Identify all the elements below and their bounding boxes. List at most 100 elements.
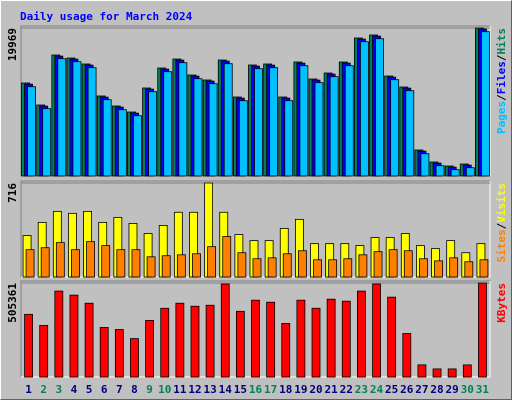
bar xyxy=(297,250,307,278)
x-tick-label: 18 xyxy=(279,383,292,396)
bar xyxy=(329,76,339,177)
x-tick-label: 20 xyxy=(309,383,322,396)
bar xyxy=(55,242,65,278)
chart-title: Daily usage for March 2024 xyxy=(20,10,193,23)
x-tick-label: 16 xyxy=(249,383,263,396)
legend: Sites/Visits xyxy=(495,183,508,263)
x-tick-label: 11 xyxy=(173,383,187,396)
bar xyxy=(176,254,186,278)
bar xyxy=(481,31,490,177)
x-tick-label: 21 xyxy=(325,383,339,396)
bar xyxy=(39,325,49,378)
y-tick-label: 716 xyxy=(6,183,19,203)
bar xyxy=(72,61,82,177)
bar xyxy=(328,259,338,278)
x-tick-label: 5 xyxy=(86,383,93,396)
bar xyxy=(208,83,218,177)
bar xyxy=(54,290,64,378)
bar xyxy=(282,253,292,278)
legend-entry: KBytes xyxy=(495,283,508,323)
bar xyxy=(223,63,233,177)
bar xyxy=(343,258,353,278)
x-tick-label: 9 xyxy=(146,383,153,396)
bar xyxy=(434,260,443,278)
x-tick-label: 25 xyxy=(385,383,398,396)
x-tick-label: 7 xyxy=(116,383,123,396)
bar xyxy=(220,283,230,378)
bar xyxy=(357,290,366,378)
bar xyxy=(251,299,260,378)
bar xyxy=(465,167,475,177)
bar xyxy=(478,282,487,378)
bar xyxy=(146,256,156,278)
x-tick-label: 4 xyxy=(71,383,78,396)
bar xyxy=(390,79,400,177)
legend-entry: Files xyxy=(495,61,508,94)
bar xyxy=(193,78,203,177)
bar xyxy=(266,301,276,378)
bar xyxy=(269,67,279,177)
bar xyxy=(447,368,457,378)
bar xyxy=(238,100,248,177)
bar xyxy=(131,249,141,278)
x-tick-label: 24 xyxy=(370,383,384,396)
bar xyxy=(435,165,445,177)
bar xyxy=(237,252,247,278)
bar xyxy=(358,254,368,278)
bar xyxy=(311,307,321,378)
bar xyxy=(387,296,397,378)
bar xyxy=(479,259,489,278)
bar xyxy=(373,251,383,278)
x-tick-label: 13 xyxy=(203,383,216,396)
bar xyxy=(69,294,79,378)
bar xyxy=(133,115,142,177)
bar xyxy=(388,249,398,278)
x-tick-label: 10 xyxy=(158,383,171,396)
x-tick-label: 15 xyxy=(234,383,247,396)
x-tick-label: 12 xyxy=(188,383,201,396)
bar xyxy=(252,258,262,278)
bar xyxy=(40,247,50,278)
x-tick-label: 1 xyxy=(25,383,32,396)
bar xyxy=(163,71,173,177)
x-tick-label: 3 xyxy=(56,383,63,396)
bar xyxy=(267,257,277,278)
bar xyxy=(360,41,369,177)
bar xyxy=(450,169,460,177)
bar xyxy=(190,305,200,378)
bar xyxy=(102,99,112,177)
bar xyxy=(145,319,154,378)
bar xyxy=(192,253,201,278)
bar xyxy=(57,58,67,177)
bar xyxy=(84,302,94,378)
bar xyxy=(464,261,474,278)
legend-entry: Pages xyxy=(495,101,508,134)
x-tick-label: 26 xyxy=(400,383,414,396)
x-tick-label: 14 xyxy=(219,383,233,396)
x-tick-label: 19 xyxy=(294,383,307,396)
bar xyxy=(160,307,170,378)
bar xyxy=(86,241,95,278)
bar xyxy=(405,90,415,177)
bar xyxy=(314,82,324,177)
x-tick-label: 29 xyxy=(446,383,459,396)
bar xyxy=(419,258,428,278)
bar xyxy=(25,249,35,278)
bar xyxy=(235,310,245,378)
bar xyxy=(420,153,430,177)
x-tick-label: 17 xyxy=(264,383,277,396)
bar xyxy=(296,299,306,378)
bar xyxy=(281,323,291,378)
bar xyxy=(449,257,459,278)
bar xyxy=(326,298,336,378)
bar xyxy=(117,109,127,177)
bar xyxy=(462,364,472,378)
bar xyxy=(101,245,111,278)
legend-entry: Hits xyxy=(495,28,508,55)
bar xyxy=(222,236,232,278)
bar xyxy=(175,302,185,378)
bar xyxy=(284,100,294,177)
